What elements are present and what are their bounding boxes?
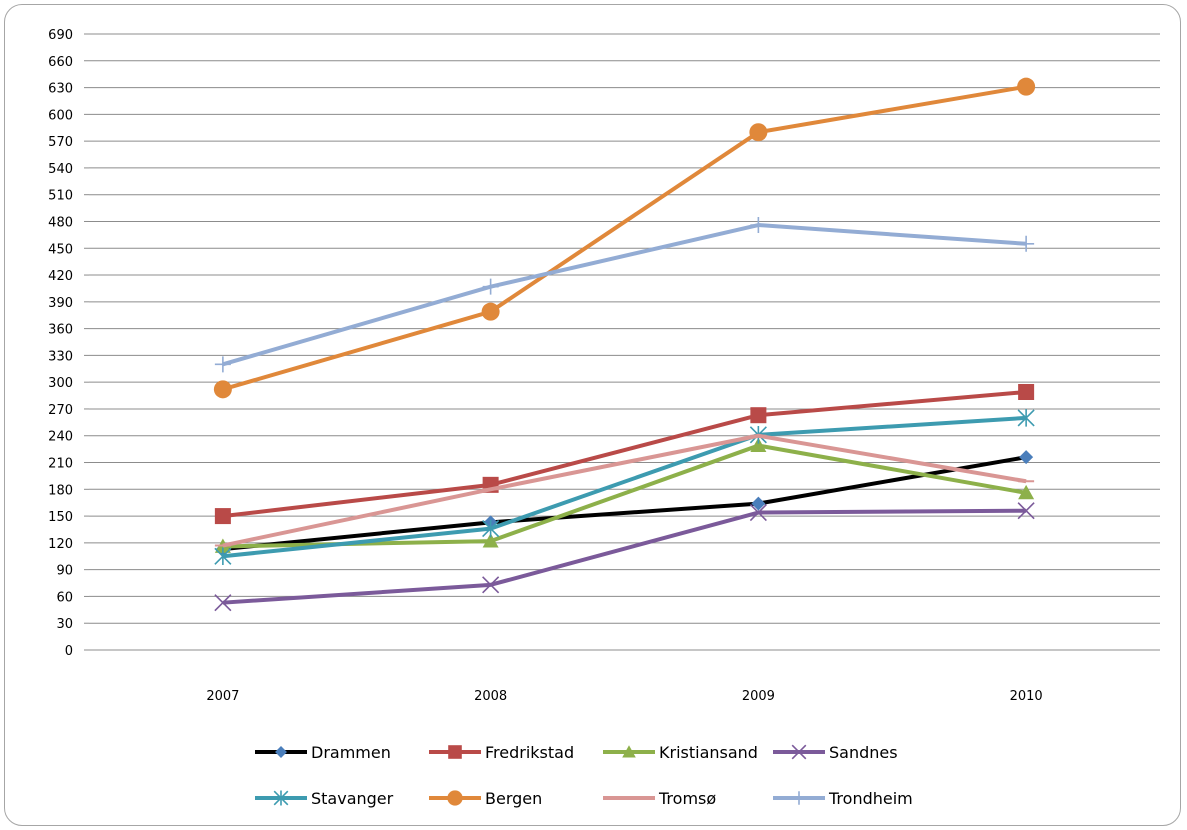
y-tick-label: 120 [48,537,73,552]
data-point [750,437,767,452]
series-line [222,508,1027,605]
y-tick-label: 150 [48,510,73,525]
y-tick-label: 450 [48,242,73,257]
series-line [222,415,1027,559]
legend-label: Tromsø [658,789,716,808]
series-line [222,455,1027,552]
legend-label: Trondheim [828,789,913,808]
data-point [482,519,500,538]
y-tick-label: 570 [48,135,73,150]
data-point [214,547,232,566]
y-tick-label: 510 [48,189,73,204]
data-point [749,503,767,522]
data-point [214,508,231,525]
legend-label: Stavanger [311,789,394,808]
y-tick-label: 210 [48,457,73,472]
series-line [222,390,1027,519]
legend-item-drammen: Drammen [255,743,391,762]
data-point [792,791,806,805]
x-tick-label: 2009 [742,689,775,704]
legend-item-fredrikstad: Fredrikstad [429,743,574,762]
data-point [448,745,462,759]
data-point [750,407,767,424]
chart-frame: 0 30 60 90 120 150 180 210 240 270 300 330 360 390 420… [4,4,1181,826]
legend-label: Kristiansand [659,743,758,762]
series-sandnes [214,502,1035,612]
data-point [1017,502,1035,520]
series-line [222,84,1027,392]
data-point [1019,450,1034,465]
y-tick-label: 390 [48,296,73,311]
y-tick-label: 270 [48,403,73,418]
data-point [751,496,766,511]
y-tick-label: 660 [48,55,73,70]
series-line [222,223,1027,367]
series-troms- [214,433,1035,548]
legend-label: Bergen [485,789,542,808]
y-tick-label: 360 [48,323,73,338]
legend-label: Drammen [311,743,391,762]
data-point [447,790,463,806]
data-point [482,533,499,548]
y-tick-label: 300 [48,376,73,391]
legend: Drammen Fredrikstad Kristiansand Sandnes Sta… [255,743,913,808]
legend-item-sandnes: Sandnes [773,743,898,762]
data-point [1018,235,1035,252]
y-tick-label: 60 [56,590,73,605]
data-point [214,594,232,612]
legend-item-trondheim: Trondheim [773,789,913,808]
y-tick-label: 540 [48,162,73,177]
legend-label: Sandnes [829,743,898,762]
series-group [213,77,1036,612]
series-bergen [213,77,1036,399]
y-tick-label: 480 [48,215,73,230]
y-tick-label: 30 [56,617,73,632]
line-chart: 0 30 60 90 120 150 180 210 240 270 300 330 360 390 420… [48,28,1160,808]
y-tick-label: 420 [48,269,73,284]
y-tick-label: 330 [48,349,73,364]
data-point [622,745,636,758]
y-tick-label: 690 [48,28,73,43]
data-point [1018,484,1035,500]
y-tick-label: 90 [56,564,73,579]
series-trondheim [214,217,1035,373]
x-tick-label: 2007 [206,689,239,704]
x-axis: 2007 2008 2009 2010 [206,689,1042,704]
y-axis: 0 30 60 90 120 150 180 210 240 270 300 330 360 390 420… [48,28,89,659]
data-point [482,576,500,594]
data-point [482,278,499,295]
data-point [1018,383,1035,400]
gridlines [89,33,1160,651]
series-stavanger [214,409,1035,566]
y-tick-label: 240 [48,430,73,445]
x-tick-label: 2010 [1010,689,1043,704]
data-point [1017,409,1035,427]
series-kristiansand [214,437,1035,553]
y-tick-label: 600 [48,108,73,123]
data-point [481,302,500,321]
data-point [1017,77,1036,96]
series-fredrikstad [214,383,1035,525]
y-tick-label: 630 [48,82,73,97]
data-point [213,380,232,399]
legend-item-troms-: Tromsø [603,789,716,808]
legend-item-bergen: Bergen [429,789,542,808]
data-point [749,123,768,142]
data-point [214,356,231,373]
legend-item-stavanger: Stavanger [255,789,394,808]
legend-item-kristiansand: Kristiansand [603,743,758,762]
x-tick-label: 2008 [474,689,507,704]
data-point [791,744,807,760]
data-point [750,217,767,234]
series-line [222,433,1027,548]
y-tick-label: 180 [48,483,73,498]
data-point [275,746,287,758]
legend-label: Fredrikstad [485,743,574,762]
y-tick-label: 0 [65,644,73,659]
data-point [273,790,289,806]
